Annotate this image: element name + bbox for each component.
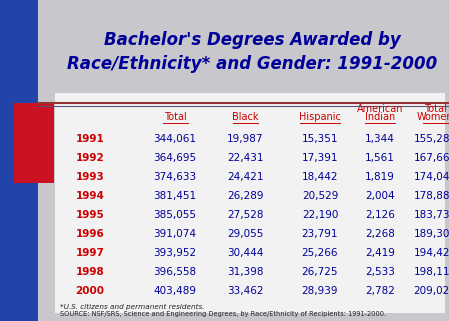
Text: 2,268: 2,268 — [365, 229, 395, 239]
Text: 364,695: 364,695 — [154, 153, 197, 163]
Bar — [0, 0, 38, 321]
Text: 174,047: 174,047 — [414, 172, 449, 182]
Text: Total: Total — [423, 104, 446, 114]
Text: 403,489: 403,489 — [154, 286, 197, 296]
Text: 30,444: 30,444 — [227, 248, 263, 258]
Text: 209,026: 209,026 — [414, 286, 449, 296]
Text: 1996: 1996 — [75, 229, 104, 239]
Text: Black: Black — [232, 112, 258, 122]
Text: 2,782: 2,782 — [365, 286, 395, 296]
Text: Women: Women — [417, 112, 449, 122]
Text: 26,725: 26,725 — [302, 267, 338, 277]
Text: 1995: 1995 — [75, 210, 104, 220]
Text: 2,126: 2,126 — [365, 210, 395, 220]
Text: 33,462: 33,462 — [227, 286, 263, 296]
Text: Bachelor's Degrees Awarded by
Race/Ethnicity* and Gender: 1991-2000: Bachelor's Degrees Awarded by Race/Ethni… — [67, 31, 437, 73]
Bar — [14, 103, 54, 183]
Text: 1997: 1997 — [75, 248, 105, 258]
Text: 20,529: 20,529 — [302, 191, 338, 201]
Bar — [55, 93, 445, 313]
Text: SOURCE: NSF/SRS, Science and Engineering Degrees, by Race/Ethnicity of Recipient: SOURCE: NSF/SRS, Science and Engineering… — [60, 311, 386, 317]
Text: Total: Total — [163, 112, 186, 122]
Text: 1,344: 1,344 — [365, 134, 395, 144]
Text: 27,528: 27,528 — [227, 210, 263, 220]
Text: 26,289: 26,289 — [227, 191, 263, 201]
Text: 1998: 1998 — [75, 267, 104, 277]
Text: Hispanic: Hispanic — [299, 112, 341, 122]
Text: 17,391: 17,391 — [302, 153, 338, 163]
Text: 23,791: 23,791 — [302, 229, 338, 239]
Text: 24,421: 24,421 — [227, 172, 263, 182]
Text: 2,419: 2,419 — [365, 248, 395, 258]
Text: 2,004: 2,004 — [365, 191, 395, 201]
Text: 22,431: 22,431 — [227, 153, 263, 163]
Text: 22,190: 22,190 — [302, 210, 338, 220]
Text: 1992: 1992 — [75, 153, 104, 163]
Text: American: American — [357, 104, 403, 114]
Text: 1994: 1994 — [75, 191, 105, 201]
Text: 2,533: 2,533 — [365, 267, 395, 277]
Text: 28,939: 28,939 — [302, 286, 338, 296]
Text: 198,115: 198,115 — [414, 267, 449, 277]
Text: 396,558: 396,558 — [154, 267, 197, 277]
Text: Indian: Indian — [365, 112, 395, 122]
Text: 183,731: 183,731 — [414, 210, 449, 220]
Text: 178,888: 178,888 — [414, 191, 449, 201]
Text: 381,451: 381,451 — [154, 191, 197, 201]
Text: 189,307: 189,307 — [414, 229, 449, 239]
Text: *U.S. citizens and permanent residents.: *U.S. citizens and permanent residents. — [60, 304, 204, 310]
Text: 19,987: 19,987 — [227, 134, 263, 144]
Text: 391,074: 391,074 — [154, 229, 197, 239]
Text: 155,286: 155,286 — [414, 134, 449, 144]
Text: 374,633: 374,633 — [154, 172, 197, 182]
Text: 1991: 1991 — [75, 134, 104, 144]
Text: 344,061: 344,061 — [154, 134, 197, 144]
Text: 25,266: 25,266 — [302, 248, 338, 258]
Text: 29,055: 29,055 — [227, 229, 263, 239]
Text: 167,663: 167,663 — [414, 153, 449, 163]
Text: 2000: 2000 — [75, 286, 105, 296]
Text: 1,819: 1,819 — [365, 172, 395, 182]
Text: 31,398: 31,398 — [227, 267, 263, 277]
Text: 1993: 1993 — [75, 172, 104, 182]
Text: 18,442: 18,442 — [302, 172, 338, 182]
Text: 15,351: 15,351 — [302, 134, 338, 144]
Text: 393,952: 393,952 — [154, 248, 197, 258]
Text: 1,561: 1,561 — [365, 153, 395, 163]
Text: 385,055: 385,055 — [154, 210, 197, 220]
Text: 194,420: 194,420 — [414, 248, 449, 258]
